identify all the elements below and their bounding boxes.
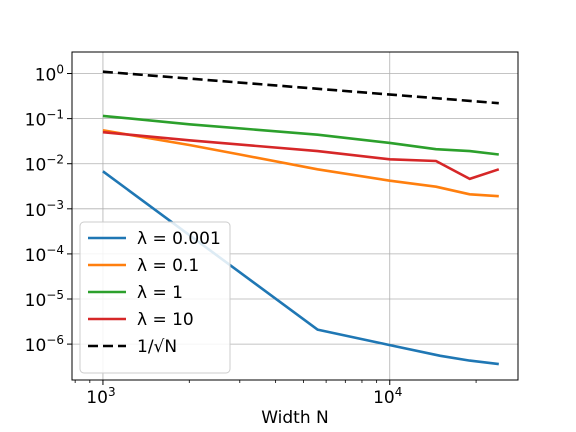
- legend-label: 1/√N: [137, 337, 177, 357]
- legend-label: λ = 0.001: [137, 229, 221, 249]
- legend-box: [79, 221, 231, 374]
- y-tick-label: 10−5: [25, 288, 64, 311]
- plot-frame: [71, 51, 519, 381]
- x-tick-label: 103: [86, 385, 115, 408]
- legend-label: λ = 1: [137, 283, 183, 303]
- axis-ticks: 103 104 100 10−1 10−2 10−3 10−4 10−5 10−6: [25, 63, 477, 408]
- y-tick-label: 100: [35, 63, 64, 86]
- x-tick-label: 104: [373, 385, 402, 408]
- series-line-1: [102, 129, 499, 198]
- legend: λ = 0.001 λ = 0.1 λ = 1 λ = 10 1/√N: [79, 221, 231, 374]
- x-axis-label: Width N: [261, 408, 329, 428]
- y-tick-label: 10−6: [25, 333, 64, 356]
- plot-lines: [102, 70, 500, 366]
- series-line-4: [102, 70, 499, 105]
- y-tick-label: 10−2: [25, 153, 64, 176]
- legend-label: λ = 0.1: [137, 256, 199, 276]
- series-line-2: [102, 114, 499, 156]
- y-tick-label: 10−1: [25, 108, 64, 131]
- series-line-0: [102, 170, 499, 366]
- y-tick-label: 10−3: [25, 198, 64, 221]
- y-tick-label: 10−4: [25, 243, 64, 266]
- legend-label: λ = 10: [137, 310, 194, 330]
- series-line-3: [102, 130, 500, 181]
